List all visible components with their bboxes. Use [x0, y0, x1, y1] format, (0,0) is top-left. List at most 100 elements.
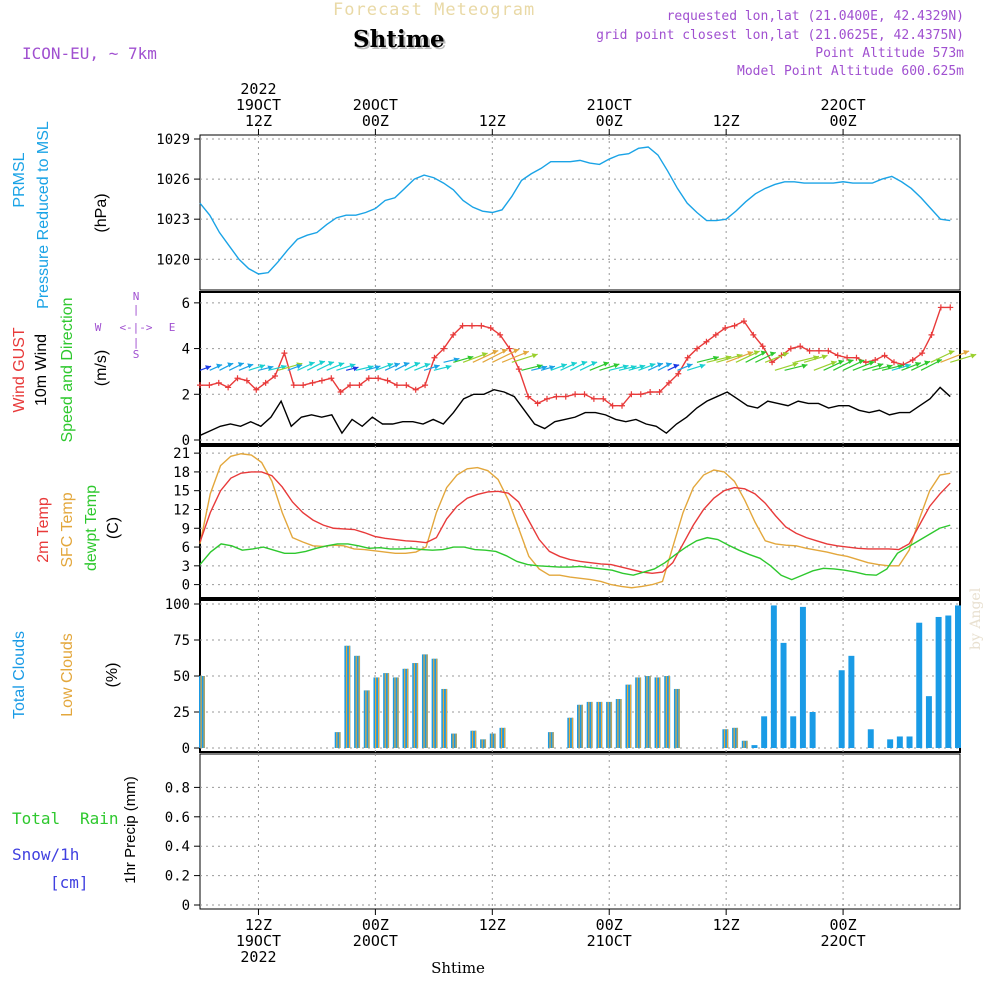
y-tick-label: 0.4 [165, 839, 190, 855]
low-cloud-bar [474, 730, 477, 748]
grid-point-location: grid point closest lon,lat (21.0625E, 42… [596, 28, 964, 43]
wind-arrow-head [247, 363, 254, 369]
y-tick-label: 100 [165, 597, 190, 613]
wind-arrow-head [570, 361, 577, 367]
gust-marker [937, 304, 944, 311]
total-cloud-bar [838, 670, 845, 748]
gust-marker [703, 338, 710, 345]
wind-arrow-head [374, 365, 381, 371]
gust-marker [487, 325, 494, 331]
wind-arrow-head [747, 351, 754, 357]
low-cloud-bar [397, 677, 399, 748]
wind-arrow-head [205, 365, 212, 371]
low-cloud-bar [626, 684, 629, 748]
low-cloud-bar [649, 676, 651, 748]
total-cloud-bar [354, 655, 361, 748]
wind-arrow-head [308, 361, 315, 367]
total-cloud-bar [480, 739, 487, 748]
gust-marker [272, 373, 279, 379]
requested-location: requested lon,lat (21.0400E, 42.4329N) [666, 9, 964, 24]
y-tick-label: 0 [182, 898, 190, 914]
total-cloud-bar [673, 688, 680, 748]
wind-arrow-head [970, 353, 977, 359]
x-tick-label-bottom: 12Z [479, 916, 506, 934]
gust-marker [440, 345, 447, 352]
x-tick-label-top: 20OCT [353, 96, 398, 114]
wind-arrow-head [673, 363, 680, 369]
compass-glyph: | [133, 336, 140, 349]
low-cloud-bar [387, 673, 389, 748]
gust-marker [384, 377, 391, 384]
low-cloud-bar [665, 676, 667, 748]
total-cloud-bar [363, 690, 370, 748]
wind-arrow-head [935, 358, 942, 364]
low-cloud-bar [491, 733, 493, 748]
pressure-unit: (hPa) [93, 193, 110, 232]
wind-arrow-head [622, 364, 629, 370]
model-label: ICON-EU, ~ 7km [22, 44, 157, 63]
total-cloud-bar [489, 733, 496, 748]
wind-arrow-head [338, 362, 345, 368]
low-cloud-bar [436, 658, 438, 748]
wind-arrow-head [886, 364, 893, 370]
x-tick-label-top: 19OCT [236, 96, 281, 114]
low-cloud-bar [358, 655, 360, 748]
low-cloud-bar [636, 677, 638, 748]
wind-arrow-head [267, 365, 274, 371]
low-cloud-bar [733, 727, 735, 748]
wind-arrow-head [639, 364, 646, 370]
gust-marker [844, 354, 851, 361]
gust-marker [347, 382, 354, 389]
gust-marker [506, 345, 513, 352]
low-cloud-bar [452, 733, 454, 748]
total-cloud-bar [644, 676, 651, 748]
x-tick-label-bottom: 00Z [362, 916, 389, 934]
wind-arrow-head [522, 350, 529, 356]
wind-arrow-head [665, 362, 672, 368]
wind-arrow-head [393, 362, 400, 368]
y-tick-label: 15 [173, 484, 190, 500]
low-cloud-bar [646, 676, 648, 748]
total-cloud-bar [470, 730, 477, 748]
total-cloud-bar [790, 716, 797, 748]
x-tick-label-bottom: 00Z [596, 916, 623, 934]
gust-marker [590, 395, 597, 402]
gust-marker [553, 393, 560, 400]
x-tick-label-bottom: 21OCT [587, 932, 632, 950]
gust-marker [619, 402, 626, 409]
total-cloud-bar [606, 701, 613, 748]
gust-marker [919, 350, 926, 357]
gust-marker [422, 382, 429, 389]
wind-label: 10m Wind [33, 334, 50, 406]
total-cloud-bar [402, 668, 409, 748]
total-cloud-bar [547, 732, 554, 748]
panel-frame [199, 753, 961, 910]
x-tick-label-bottom: 22OCT [820, 932, 865, 950]
total-cloud-bar [848, 655, 855, 748]
total-cloud-bar [199, 676, 205, 748]
gust-marker [225, 384, 232, 391]
footer-label: Shtime [431, 959, 485, 977]
gust-marker [281, 350, 288, 357]
low-cloud-bar [336, 732, 338, 748]
low-cloud-bar [552, 732, 554, 748]
model-point-altitude: Model Point Altitude 600.625m [737, 64, 964, 79]
low-cloud-bar [600, 701, 603, 748]
total-cloud-bar [392, 677, 399, 748]
low-cloud-bar [345, 645, 348, 748]
low-cloud-bar [678, 688, 680, 748]
y-tick-label: 25 [173, 705, 190, 721]
gust-marker [365, 375, 372, 382]
cloud-unit: (%) [104, 663, 121, 688]
gust-marker [722, 325, 729, 331]
x-tick-label-top: 22OCT [820, 96, 865, 114]
rain-label: Rain [80, 809, 119, 828]
total-label: Total [12, 809, 60, 828]
low-cloud-bar [339, 732, 341, 748]
x-tick-label-bottom: 20OCT [353, 932, 398, 950]
gust-marker [609, 402, 616, 409]
wind-arrow-head [712, 355, 719, 361]
low-cloud-bar [442, 688, 445, 748]
low-cloud-bar [620, 699, 622, 748]
wind-arrow-head [318, 360, 325, 366]
